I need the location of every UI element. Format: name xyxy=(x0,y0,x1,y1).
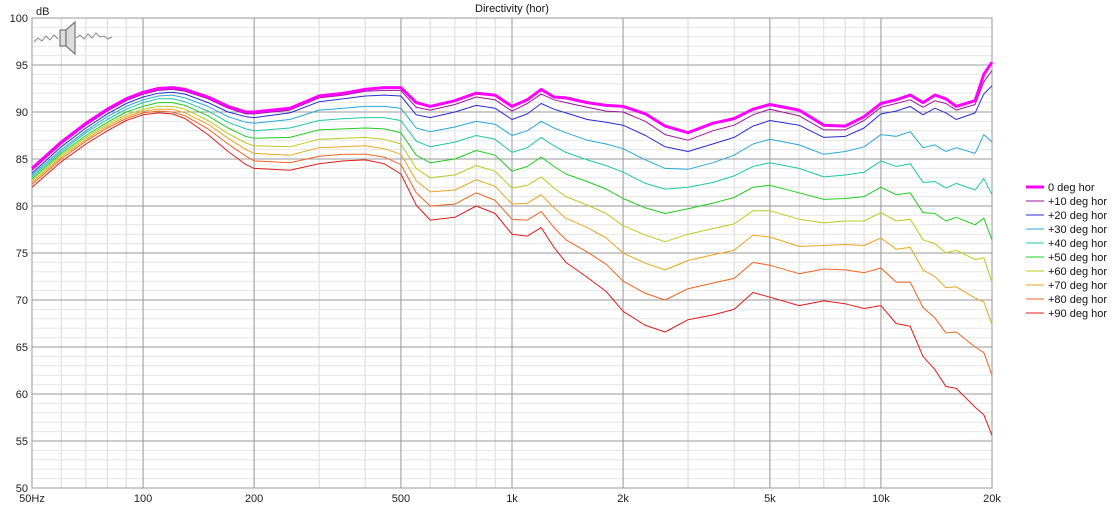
major-grid xyxy=(31,17,993,489)
legend-entry: +30 deg hor xyxy=(1048,224,1107,236)
series-line xyxy=(31,70,993,171)
x-tick-label: 100 xyxy=(134,493,152,505)
x-tick-label: 5k xyxy=(764,493,776,505)
chart-title: Directivity (hor) xyxy=(475,3,549,15)
y-tick-label: 60 xyxy=(16,389,28,401)
legend-entry: +50 deg hor xyxy=(1048,252,1107,264)
y-tick-label: 100 xyxy=(10,13,28,25)
y-tick-label: 50 xyxy=(16,483,28,495)
speaker-watermark xyxy=(33,20,113,56)
y-tick-label: 90 xyxy=(16,107,28,119)
x-tick-label: 20k xyxy=(983,493,1001,505)
series-line xyxy=(31,85,993,174)
series-line xyxy=(31,110,993,376)
x-tick-label: 200 xyxy=(245,493,263,505)
legend-entry: +90 deg hor xyxy=(1048,308,1107,320)
x-tick-labels: 50Hz 100 200 500 1k 2k 5k 10k 20k xyxy=(19,493,1001,505)
series-line xyxy=(31,102,993,240)
legend-entry: +60 deg hor xyxy=(1048,266,1107,278)
x-tick-label: 500 xyxy=(392,493,410,505)
y-tick-labels: 50 55 60 65 70 75 80 85 90 95 100 xyxy=(10,13,28,495)
legend-entry: +20 deg hor xyxy=(1048,210,1107,222)
x-tick-label: 2k xyxy=(617,493,629,505)
series-line xyxy=(31,112,993,436)
legend-entry: +10 deg hor xyxy=(1048,196,1107,208)
y-tick-label: 85 xyxy=(16,154,28,166)
series-line xyxy=(30,61,994,170)
series-line xyxy=(31,98,993,195)
x-tick-label: 1k xyxy=(506,493,518,505)
legend: 0 deg hor +10 deg hor +20 deg hor +30 deg h… xyxy=(1026,182,1107,320)
legend-entry: +70 deg hor xyxy=(1048,280,1107,292)
response-curves xyxy=(30,61,994,436)
y-tick-label: 95 xyxy=(16,60,28,72)
watermark-waveform xyxy=(33,32,113,43)
y-axis-label: dB xyxy=(36,6,49,18)
y-tick-label: 75 xyxy=(16,248,28,260)
legend-entry: 0 deg hor xyxy=(1048,182,1095,194)
x-tick-label: 50Hz xyxy=(19,493,45,505)
y-tick-label: 65 xyxy=(16,342,28,354)
y-tick-label: 55 xyxy=(16,436,28,448)
x-tick-label: 10k xyxy=(872,493,890,505)
speaker-icon xyxy=(59,20,76,56)
y-tick-label: 70 xyxy=(16,295,28,307)
legend-entry: +80 deg hor xyxy=(1048,294,1107,306)
series-line xyxy=(31,105,993,283)
series-line xyxy=(31,94,993,176)
legend-entry: +40 deg hor xyxy=(1048,238,1107,250)
series-line xyxy=(31,108,993,325)
y-tick-label: 80 xyxy=(16,201,28,213)
